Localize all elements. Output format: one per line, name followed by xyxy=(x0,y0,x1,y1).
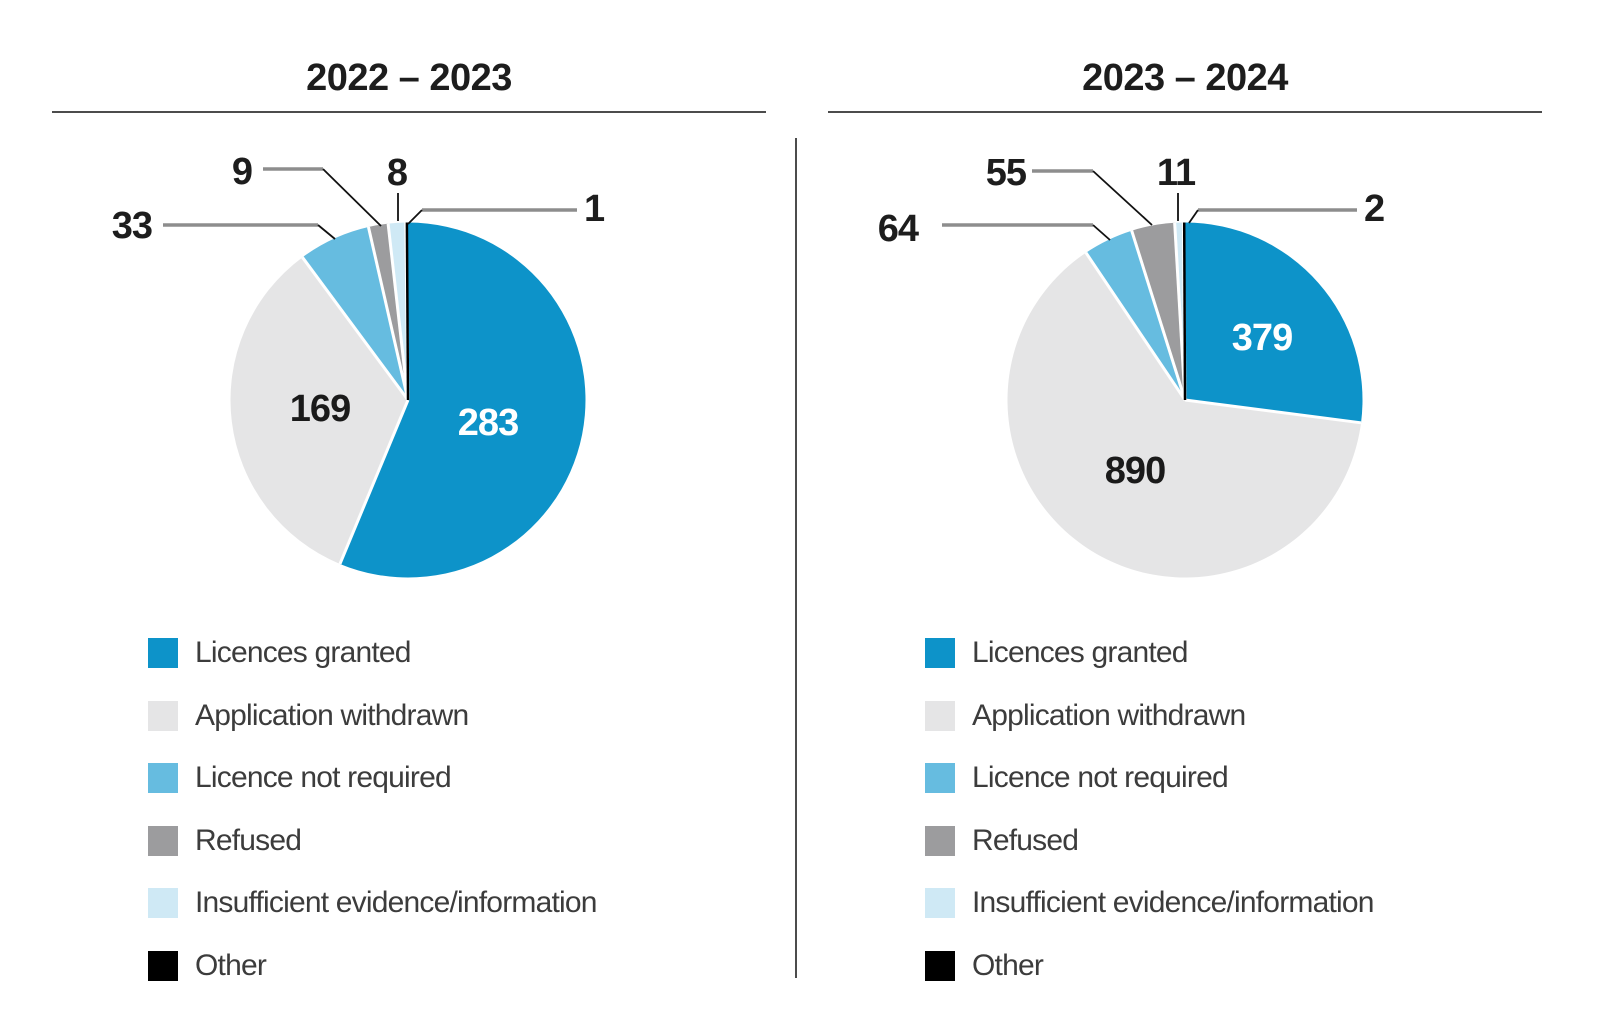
legend-label-application-withdrawn: Application withdrawn xyxy=(972,698,1246,732)
slice-separator xyxy=(301,256,410,401)
leader-pointer-refused xyxy=(1092,170,1153,226)
slice-separator xyxy=(1184,398,1362,425)
leader-pointer-other xyxy=(407,209,423,225)
legend-label-refused: Refused xyxy=(195,823,302,857)
leader-pointer-licence-not-required xyxy=(1092,224,1111,241)
title-rule xyxy=(52,111,766,113)
legend-2023-2024: Licences granted Application withdrawn Lic… xyxy=(925,636,1374,1013)
legend-item-insufficient-evidence-information: Insufficient evidence/information xyxy=(925,886,1374,919)
legend-item-application-withdrawn: Application withdrawn xyxy=(925,698,1374,732)
legend-swatch-application-withdrawn xyxy=(925,700,955,731)
legend-label-refused: Refused xyxy=(972,823,1079,857)
chart-panel-2022-2023: 2022 – 2023 Licences granted Application … xyxy=(0,0,795,1036)
pie-slice-licences-granted-2022-2023 xyxy=(339,222,586,578)
pie-slice-application-withdrawn-2022-2023 xyxy=(230,257,408,564)
legend-label-licences-granted: Licences granted xyxy=(972,636,1188,669)
legend-swatch-application-withdrawn xyxy=(148,700,178,731)
slice-value-application-withdrawn: 890 xyxy=(1105,450,1165,492)
pie-slice-other-marker xyxy=(1182,222,1187,401)
legend-swatch-licences-granted xyxy=(148,638,178,668)
slice-separator xyxy=(386,223,410,401)
legend-item-licences-granted: Licences granted xyxy=(925,636,1374,669)
leader-pointer-licence-not-required xyxy=(317,224,336,240)
pie-slice-licences-granted-2023-2024 xyxy=(1185,222,1363,423)
legend-label-licence-not-required: Licence not required xyxy=(195,761,452,794)
callout-value-refused: 55 xyxy=(986,152,1027,194)
callout-value-insufficient-evidence-information: 8 xyxy=(387,152,407,194)
legend-swatch-other xyxy=(148,950,178,981)
slice-separator xyxy=(338,399,410,565)
legend-label-application-withdrawn: Application withdrawn xyxy=(195,698,469,732)
legend-item-other: Other xyxy=(925,948,1374,982)
legend-item-licence-not-required: Licence not required xyxy=(925,761,1374,794)
legend-item-licence-not-required: Licence not required xyxy=(148,761,597,794)
legend-swatch-licence-not-required xyxy=(148,763,178,793)
callout-value-other: 2 xyxy=(1364,188,1384,230)
legend-swatch-refused xyxy=(925,825,955,856)
slice-separator xyxy=(366,226,410,401)
callout-value-licence-not-required: 64 xyxy=(878,208,919,250)
legend-swatch-insufficient-evidence-information xyxy=(148,888,178,918)
callout-value-insufficient-evidence-information: 11 xyxy=(1157,152,1196,194)
pie-slice-application-withdrawn-2023-2024 xyxy=(1007,252,1362,578)
legend-item-refused: Refused xyxy=(925,823,1374,857)
slice-separator xyxy=(1130,230,1187,401)
slice-value-application-withdrawn: 169 xyxy=(290,388,350,430)
legend-item-refused: Refused xyxy=(148,823,597,857)
legend-swatch-refused xyxy=(148,825,178,856)
callout-value-licence-not-required: 33 xyxy=(112,205,152,247)
pie-slice-other-marker xyxy=(405,222,410,401)
legend-swatch-licences-granted xyxy=(925,638,955,668)
legend-label-insufficient-evidence-information: Insufficient evidence/information xyxy=(195,886,597,919)
legend-label-insufficient-evidence-information: Insufficient evidence/information xyxy=(972,886,1374,919)
title-rule xyxy=(828,111,1542,113)
slice-value-licences-granted: 379 xyxy=(1232,317,1292,359)
pie-slice-licence-not-required-2023-2024 xyxy=(1085,230,1185,400)
panel-divider xyxy=(795,138,797,978)
legend-label-other: Other xyxy=(972,948,1044,982)
chart-title-2022-2023: 2022 – 2023 xyxy=(306,57,512,99)
chart-title-2023-2024: 2023 – 2024 xyxy=(1082,57,1288,99)
legend-swatch-licence-not-required xyxy=(925,763,955,793)
legend-item-other: Other xyxy=(148,948,597,982)
legend-2022-2023: Licences granted Application withdrawn Lic… xyxy=(148,636,597,1013)
chart-panel-2023-2024: 2023 – 2024 Licences granted Application … xyxy=(797,0,1600,1036)
leader-pointer-refused xyxy=(322,168,382,227)
legend-label-licence-not-required: Licence not required xyxy=(972,761,1229,794)
slice-separator xyxy=(1084,251,1187,401)
callout-value-refused: 9 xyxy=(232,151,252,193)
legend-swatch-insufficient-evidence-information xyxy=(925,888,955,918)
legend-item-application-withdrawn: Application withdrawn xyxy=(148,698,597,732)
legend-item-licences-granted: Licences granted xyxy=(148,636,597,669)
slice-value-licences-granted: 283 xyxy=(458,402,518,444)
legend-label-other: Other xyxy=(195,948,267,982)
callout-value-other: 1 xyxy=(584,188,605,230)
legend-swatch-other xyxy=(925,950,955,981)
pie-slice-licence-not-required-2022-2023 xyxy=(302,226,408,400)
legend-item-insufficient-evidence-information: Insufficient evidence/information xyxy=(148,886,597,919)
leader-pointer-other xyxy=(1188,209,1199,224)
legend-label-licences-granted: Licences granted xyxy=(195,636,411,669)
